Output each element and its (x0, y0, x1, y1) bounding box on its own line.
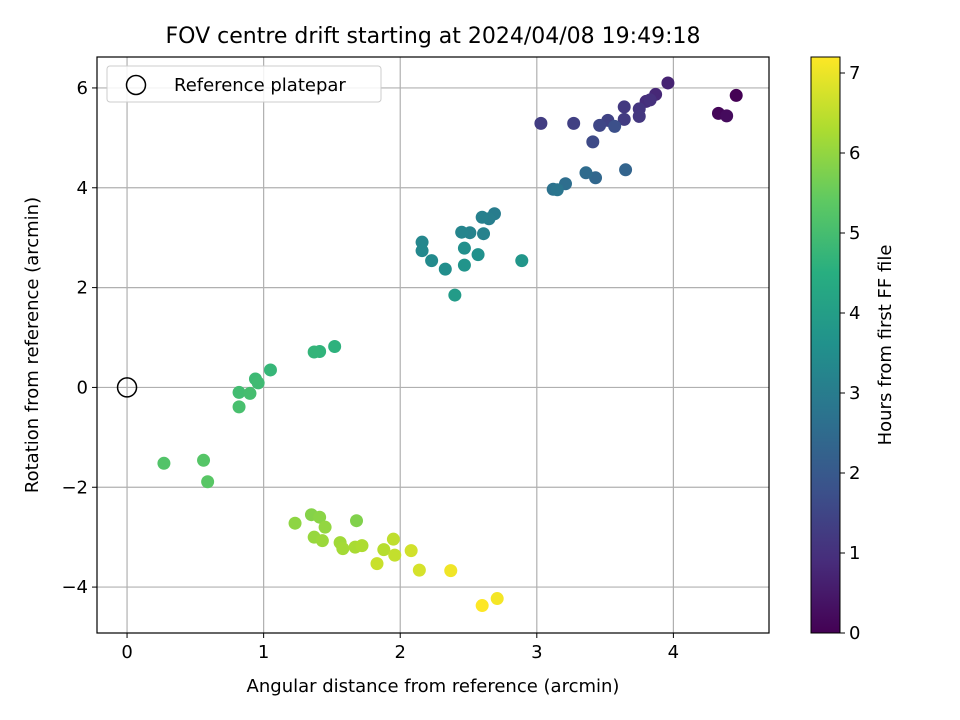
y-tick-label: −4 (61, 577, 88, 598)
data-point (490, 592, 504, 606)
data-point (350, 514, 364, 528)
data-point (534, 116, 548, 130)
data-point (251, 376, 265, 390)
colorbar-tick-label: 4 (849, 303, 860, 324)
data-point (315, 534, 329, 548)
data-point (608, 119, 622, 133)
data-point (388, 548, 402, 562)
data-point (550, 183, 564, 197)
y-tick-label: 2 (77, 278, 88, 299)
data-point (589, 171, 603, 185)
data-point (438, 262, 452, 276)
data-point (412, 563, 426, 577)
y-tick-label: 0 (77, 377, 88, 398)
colorbar-gradient (810, 56, 841, 634)
data-point (448, 288, 462, 302)
colorbar-tick-label: 7 (849, 63, 860, 84)
x-tick-label: 2 (394, 642, 405, 663)
data-point (471, 248, 485, 262)
data-point (457, 258, 471, 272)
data-point (404, 544, 418, 558)
legend-box (106, 65, 382, 103)
data-point (197, 453, 211, 467)
y-tick-label: −2 (61, 477, 88, 498)
data-point (455, 225, 469, 239)
data-point (720, 109, 734, 123)
data-point (593, 118, 607, 132)
y-tick-label: 4 (77, 178, 88, 199)
colorbar-tick-label: 2 (849, 463, 860, 484)
data-point (475, 210, 489, 224)
data-point (318, 520, 332, 534)
y-tick-label: 6 (77, 78, 88, 99)
data-point (370, 557, 384, 571)
x-tick-label: 1 (258, 642, 269, 663)
data-point (307, 345, 321, 359)
colorbar-tick-label: 6 (849, 143, 860, 164)
data-point (201, 475, 215, 489)
x-tick-label: 4 (668, 642, 679, 663)
data-point (386, 532, 400, 546)
data-point (617, 112, 631, 126)
y-axis-label: Rotation from reference (arcmin) (22, 197, 43, 493)
legend-label: Reference platepar (174, 75, 346, 96)
data-point (263, 363, 277, 377)
colorbar-tick-label: 3 (849, 383, 860, 404)
data-point (355, 539, 369, 553)
data-point (313, 510, 327, 524)
data-point (643, 93, 657, 107)
data-point (617, 100, 631, 114)
data-point (425, 254, 439, 268)
colorbar-tick-label: 5 (849, 223, 860, 244)
plot-frame (96, 56, 770, 634)
legend-marker-icon (125, 74, 147, 96)
data-point (586, 135, 600, 149)
chart-title: FOV centre drift starting at 2024/04/08 … (166, 24, 701, 49)
data-point (243, 386, 257, 400)
data-point (579, 166, 593, 180)
data-point (336, 542, 350, 556)
x-axis-label: Angular distance from reference (arcmin) (247, 676, 620, 697)
colorbar-label: Hours from first FF file (875, 245, 896, 446)
data-point (632, 109, 646, 123)
data-point (661, 76, 675, 90)
data-point (619, 163, 633, 177)
data-point (475, 599, 489, 613)
colorbar-ticks: 0 1 2 3 4 5 6 7 (840, 63, 860, 644)
data-point (288, 516, 302, 530)
colorbar-tick-label: 1 (849, 543, 860, 564)
data-point (729, 88, 743, 102)
data-point (457, 241, 471, 255)
data-points (157, 76, 743, 613)
x-tick-label: 0 (121, 642, 132, 663)
data-point (515, 254, 529, 268)
data-point (567, 116, 581, 130)
data-point (477, 227, 491, 241)
data-point (415, 244, 429, 258)
y-axis-ticks: −4 −2 0 2 4 6 (61, 78, 97, 598)
x-tick-label: 3 (531, 642, 542, 663)
legend: Reference platepar (106, 65, 382, 103)
reference-platepar-marker (116, 377, 138, 398)
colorbar-tick-label: 0 (849, 623, 860, 644)
data-point (328, 339, 342, 353)
data-point (377, 543, 391, 557)
gridlines (97, 57, 769, 633)
data-point (232, 385, 246, 399)
colorbar: 0 1 2 3 4 5 6 7 Hours from first FF file (810, 56, 896, 644)
data-point (444, 564, 458, 578)
data-point (232, 400, 246, 414)
x-axis-ticks: 0 1 2 3 4 (121, 633, 679, 663)
data-point (157, 456, 171, 470)
